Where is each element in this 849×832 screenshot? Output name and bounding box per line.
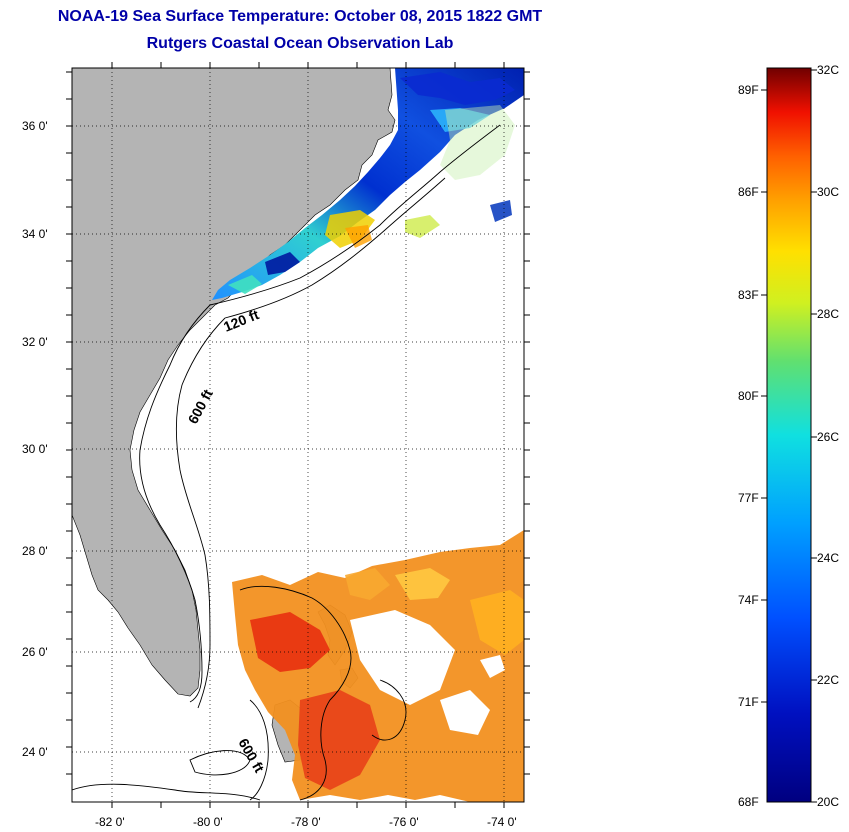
colorbar-gradient	[766, 67, 812, 803]
map-title: NOAA-19 Sea Surface Temperature: October…	[57, 8, 543, 25]
lat-label-26: 26 0'	[22, 645, 48, 659]
colorbar-c-32: 32C	[817, 63, 839, 77]
map-ticks	[66, 62, 530, 808]
lon-label-80: -80 0'	[193, 815, 223, 829]
land-mass	[72, 68, 396, 697]
lat-label-32: 32 0'	[22, 335, 48, 349]
colorbar-f-71: 71F	[738, 695, 759, 709]
lat-label-30: 30 0'	[22, 442, 48, 456]
sst-patch-north	[212, 68, 524, 300]
colorbar: 89F 86F 83F 80F 77F 74F 71F 68F 32C 30C …	[738, 63, 839, 809]
map-grid	[72, 68, 524, 802]
colorbar-f-83: 83F	[738, 288, 759, 302]
lon-label-82: -82 0'	[95, 815, 125, 829]
colorbar-c-24: 24C	[817, 551, 839, 565]
lat-label-28: 28 0'	[22, 544, 48, 558]
map-area	[72, 68, 524, 802]
colorbar-c-22: 22C	[817, 673, 839, 687]
colorbar-f-86: 86F	[738, 185, 759, 199]
colorbar-f-68: 68F	[738, 795, 759, 809]
lon-label-74: -74 0'	[487, 815, 517, 829]
lat-label-34: 34 0'	[22, 227, 48, 241]
colorbar-f-89: 89F	[738, 83, 759, 97]
lat-label-36: 36 0'	[22, 119, 48, 133]
lon-label-78: -78 0'	[291, 815, 321, 829]
colorbar-c-20: 20C	[817, 795, 839, 809]
lon-label-76: -76 0'	[389, 815, 419, 829]
map-frame	[71, 67, 525, 803]
colorbar-c-28: 28C	[817, 307, 839, 321]
contour-120ft	[139, 124, 501, 703]
lat-label-24: 24 0'	[22, 745, 48, 759]
colorbar-c-30: 30C	[817, 185, 839, 199]
colorbar-f-77: 77F	[738, 491, 759, 505]
colorbar-f-80: 80F	[738, 389, 759, 403]
map-subtitle: Rutgers Coastal Ocean Observation Lab	[146, 35, 454, 52]
contour-cuba	[72, 750, 261, 801]
colorbar-f-74: 74F	[738, 593, 759, 607]
contour-bahamas	[239, 585, 407, 801]
contour-600ft	[176, 177, 446, 709]
colorbar-c-26: 26C	[817, 430, 839, 444]
sst-patch-south	[232, 530, 524, 802]
